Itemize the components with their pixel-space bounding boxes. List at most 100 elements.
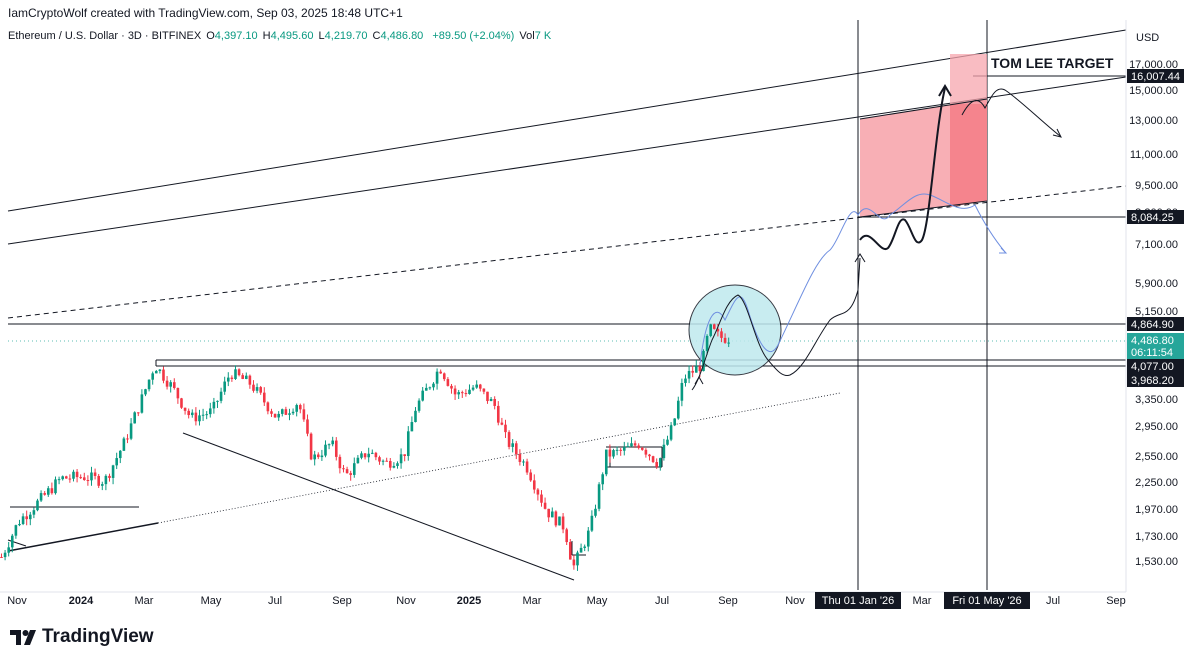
candle-body <box>417 400 421 411</box>
candle <box>363 453 367 460</box>
candle <box>169 380 172 393</box>
candle <box>3 549 7 561</box>
candle-body <box>97 475 100 486</box>
time-axis[interactable]: Nov 2024 Mar May Jul Sep Nov 2025 Mar May Jul Sep No… <box>0 591 1126 609</box>
candle-body <box>104 475 108 485</box>
candle-body <box>39 493 43 501</box>
candle-body <box>90 472 93 481</box>
candle-body <box>331 440 334 445</box>
candle <box>230 375 234 382</box>
price-label-bg <box>1127 210 1184 224</box>
price-tick: 3,350.00 <box>1135 394 1178 406</box>
candle <box>414 407 417 423</box>
candle-body <box>615 449 619 451</box>
candle <box>658 457 662 471</box>
candle <box>684 374 687 387</box>
candle <box>226 372 230 387</box>
candle-body <box>162 369 165 381</box>
candle-body <box>651 456 655 463</box>
descending-wedge-line <box>182 432 575 581</box>
symbol-name[interactable]: Ethereum / U.S. Dollar · 3D · BITFINEX <box>8 30 202 42</box>
bold-projection-arrow <box>938 84 952 97</box>
candle <box>86 475 90 486</box>
candle-body <box>180 398 183 408</box>
candle <box>626 442 630 448</box>
candle <box>208 402 212 418</box>
candle <box>82 472 86 481</box>
time-tick: Nov <box>785 595 805 607</box>
candle <box>417 398 421 413</box>
candle-body <box>723 337 727 343</box>
candle-body <box>705 335 709 351</box>
candle-body <box>432 383 435 388</box>
candle <box>424 383 428 391</box>
price-label-bg <box>1127 69 1184 83</box>
candle <box>270 408 273 417</box>
price-tick: 7,100.00 <box>1135 239 1178 251</box>
candle-body <box>720 331 723 338</box>
candle-body <box>626 446 630 448</box>
candle-body <box>61 476 64 480</box>
candle-body <box>471 387 475 390</box>
candle-body <box>540 494 543 503</box>
candle <box>327 443 331 450</box>
candle <box>712 323 716 330</box>
candle-body <box>500 422 504 425</box>
candle-body <box>100 484 104 486</box>
candle <box>223 376 226 395</box>
upper-channel-line <box>7 29 1127 212</box>
candle-body <box>216 400 219 402</box>
candle <box>720 328 723 343</box>
candle-body <box>396 463 399 466</box>
candle-body <box>302 409 306 420</box>
candle-body <box>187 410 190 416</box>
candle-body <box>342 468 345 470</box>
candle-body <box>687 370 691 379</box>
time-tick: Nov <box>7 595 27 607</box>
candle <box>18 519 21 527</box>
candle <box>558 516 561 526</box>
price-label-bg <box>1127 359 1184 373</box>
candle <box>176 387 180 404</box>
candle <box>216 400 219 408</box>
candle-body <box>644 449 648 455</box>
close-label: C <box>372 30 381 42</box>
candle <box>165 376 169 390</box>
candle <box>403 454 406 462</box>
candle <box>676 396 680 420</box>
price-label: 4,486.80 <box>1127 333 1184 347</box>
candle-body <box>36 500 39 511</box>
candle <box>586 527 590 552</box>
time-tick: Nov <box>396 595 416 607</box>
candle-body <box>82 477 86 481</box>
candle-body <box>496 405 500 423</box>
candle-body <box>291 411 295 414</box>
candle-body <box>558 516 561 526</box>
time-tick: Sep <box>1106 595 1126 607</box>
candle-body <box>72 471 75 479</box>
candle <box>54 476 57 495</box>
candle-body <box>21 516 25 524</box>
candle <box>349 470 352 481</box>
candle <box>64 475 68 479</box>
candle <box>140 389 144 414</box>
candle <box>320 449 324 461</box>
candle <box>511 439 514 453</box>
candle <box>651 455 655 464</box>
candle <box>111 464 115 485</box>
price-axis[interactable]: USD 17,000.00 15,000.00 13,000.00 11,000.00 9… <box>1125 20 1184 592</box>
candle-body <box>320 455 324 458</box>
candle <box>540 490 543 507</box>
candle-body <box>223 381 226 392</box>
candle <box>21 513 25 526</box>
candle <box>637 443 640 450</box>
candle <box>723 333 727 344</box>
candle-body <box>208 408 212 415</box>
candle-body <box>115 458 118 466</box>
candle <box>133 411 136 424</box>
candle-body <box>14 525 18 536</box>
price-label-bg <box>1127 345 1184 359</box>
candle <box>673 418 676 427</box>
candle <box>597 482 601 512</box>
